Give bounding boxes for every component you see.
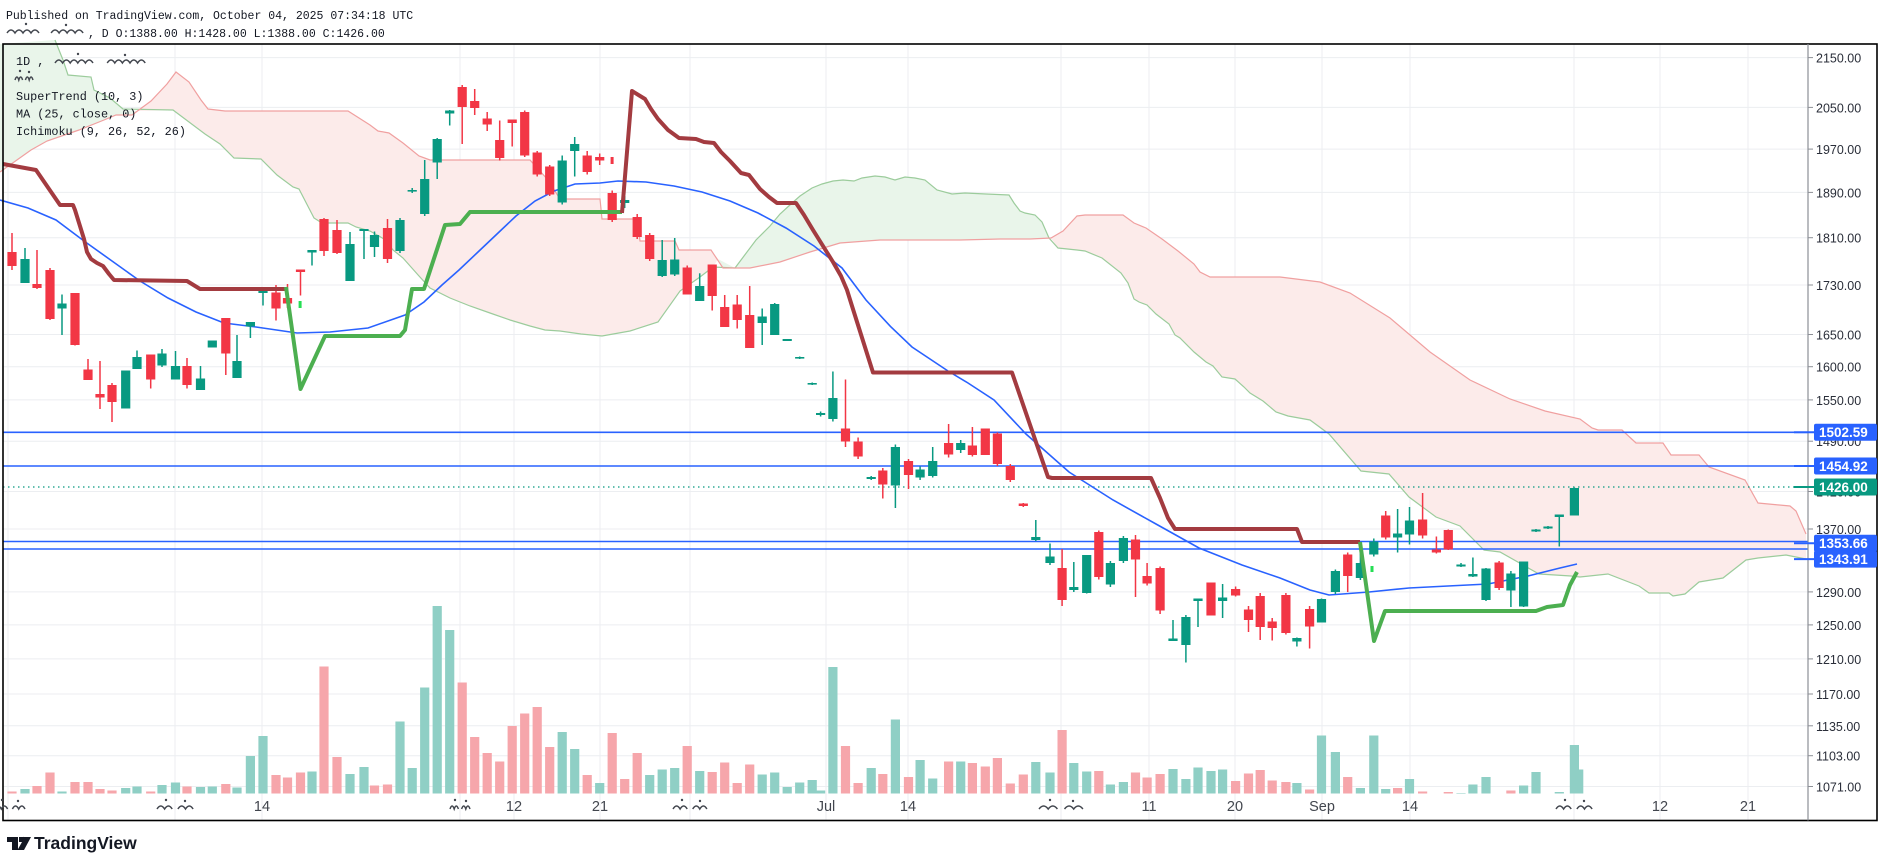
svg-text:14: 14	[1402, 799, 1418, 815]
svg-text:SuperTrend (10, 3): SuperTrend (10, 3)	[16, 90, 143, 104]
svg-text:1810.00: 1810.00	[1816, 232, 1861, 246]
svg-text:14: 14	[900, 799, 916, 815]
svg-text:TradingView: TradingView	[34, 833, 137, 853]
svg-text:12: 12	[506, 799, 522, 815]
svg-text:1290.00: 1290.00	[1816, 586, 1861, 600]
svg-text:12: 12	[1652, 799, 1668, 815]
svg-text:1970.00: 1970.00	[1816, 143, 1861, 157]
svg-text:21: 21	[592, 799, 608, 815]
svg-text:1550.00: 1550.00	[1816, 394, 1861, 408]
svg-text:1454.92: 1454.92	[1819, 459, 1868, 474]
svg-text:1730.00: 1730.00	[1816, 279, 1861, 293]
svg-text:, D O:1388.00 H:1428.00 L:1388: , D O:1388.00 H:1428.00 L:1388.00 C:1426…	[88, 28, 385, 41]
svg-text:Sep: Sep	[1309, 799, 1335, 815]
svg-text:1426.00: 1426.00	[1819, 480, 1868, 495]
svg-text:1071.00: 1071.00	[1816, 781, 1861, 795]
svg-text:Published on TradingView.com,: Published on TradingView.com, October 04…	[6, 10, 413, 23]
svg-text:Ichimoku (9, 26, 52, 26): Ichimoku (9, 26, 52, 26)	[16, 125, 186, 139]
svg-text:1370.00: 1370.00	[1816, 523, 1861, 537]
svg-text:1650.00: 1650.00	[1816, 329, 1861, 343]
svg-text:Jul: Jul	[817, 799, 836, 815]
svg-text:1343.91: 1343.91	[1819, 552, 1868, 567]
svg-text:1250.00: 1250.00	[1816, 619, 1861, 633]
svg-text:11: 11	[1141, 799, 1156, 815]
svg-text:1210.00: 1210.00	[1816, 653, 1861, 667]
svg-text:1135.00: 1135.00	[1816, 720, 1860, 734]
svg-text:1103.00: 1103.00	[1816, 750, 1860, 764]
svg-text:MA (25, close, 0): MA (25, close, 0)	[16, 108, 136, 122]
svg-text:1502.59: 1502.59	[1819, 425, 1868, 440]
svg-text:14: 14	[254, 799, 270, 815]
svg-text:2050.00: 2050.00	[1816, 101, 1861, 115]
svg-text:1890.00: 1890.00	[1816, 186, 1861, 200]
svg-text:1D ,: 1D ,	[16, 55, 44, 69]
svg-text:21: 21	[1740, 799, 1756, 815]
svg-text:2150.00: 2150.00	[1816, 52, 1861, 66]
svg-text:1170.00: 1170.00	[1816, 688, 1860, 702]
svg-text:20: 20	[1227, 799, 1243, 815]
svg-text:1353.66: 1353.66	[1819, 536, 1868, 551]
svg-text:1600.00: 1600.00	[1816, 361, 1861, 375]
